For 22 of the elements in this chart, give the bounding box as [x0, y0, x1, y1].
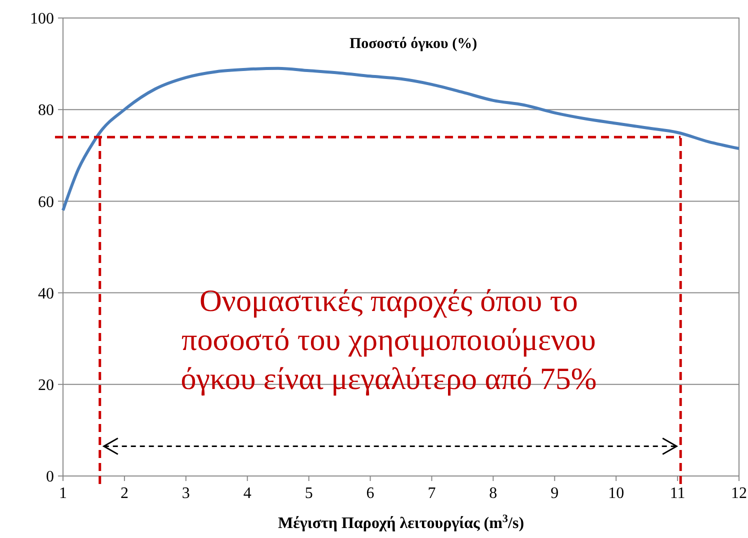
x-tick-label: 2	[120, 485, 128, 502]
y-tick-label: 80	[38, 102, 54, 120]
x-tick-label: 1	[59, 485, 67, 502]
x-tick-label: 11	[670, 485, 686, 502]
x-tick-label: 10	[608, 485, 624, 502]
x-axis-title: Μέγιστη Παροχή λειτουργίας (m$^{3}$/s)	[278, 513, 524, 532]
x-tick-label: 8	[489, 485, 498, 502]
y-tick-label: 0	[46, 468, 54, 486]
y-tick-label: 100	[30, 10, 54, 28]
x-tick-label: 9	[550, 485, 559, 502]
line-series	[62, 66, 740, 212]
x-tick-label: 4	[243, 485, 252, 502]
text: Ποσοστό όγκου (%)	[349, 36, 478, 52]
x-tick-label: 6	[366, 485, 374, 502]
x-tick-label: 3	[182, 485, 190, 502]
x-tick-label: 5	[304, 485, 313, 502]
x-tick-label: 12	[731, 485, 747, 502]
y-tick-label: 20	[38, 377, 54, 394]
x-tick-label: 7	[428, 485, 436, 502]
annotation: Ονομαστικές παροχές όπου το ποσοστό του χρησιμοποιούμενου όγκου είναι μεγαλύτερο από 75%	[180, 283, 597, 396]
y-tick-label: 40	[38, 285, 54, 302]
y-tick-label: 60	[38, 194, 54, 211]
